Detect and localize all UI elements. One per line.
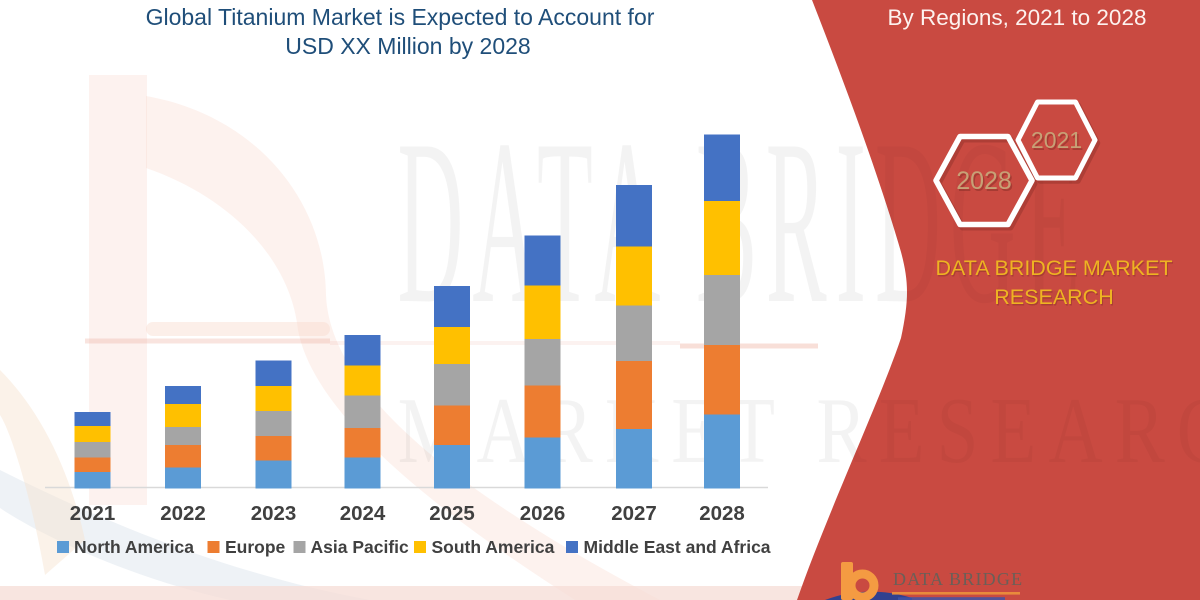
svg-text:2026: 2026 xyxy=(520,502,566,525)
svg-text:2028: 2028 xyxy=(958,169,1014,197)
svg-text:DATA BRIDGE MARKET: DATA BRIDGE MARKET xyxy=(936,256,1173,280)
svg-text:2022: 2022 xyxy=(160,502,206,525)
svg-text:By Regions, 2021 to 2028: By Regions, 2021 to 2028 xyxy=(888,5,1147,30)
svg-text:2021: 2021 xyxy=(1032,129,1083,155)
svg-text:Global Titanium Market is Expe: Global Titanium Market is Expected to Ac… xyxy=(146,4,655,30)
svg-text:2028: 2028 xyxy=(699,502,745,525)
svg-text:2021: 2021 xyxy=(70,502,116,525)
svg-text:Europe: Europe xyxy=(225,537,286,557)
svg-text:USD XX Million by 2028: USD XX Million by 2028 xyxy=(285,33,530,59)
svg-text:2028: 2028 xyxy=(956,167,1012,195)
svg-text:2027: 2027 xyxy=(611,502,657,525)
svg-text:DATA BRIDGE: DATA BRIDGE xyxy=(893,569,1023,589)
svg-text:2024: 2024 xyxy=(340,502,386,525)
svg-text:2021: 2021 xyxy=(1031,127,1082,153)
svg-text:2025: 2025 xyxy=(429,502,475,525)
svg-text:RESEARCH: RESEARCH xyxy=(994,285,1113,309)
svg-text:RESEARCH: RESEARCH xyxy=(995,287,1114,311)
svg-text:Asia Pacific: Asia Pacific xyxy=(311,537,410,557)
svg-text:2023: 2023 xyxy=(251,502,297,525)
svg-text:DATA BRIDGE MARKET: DATA BRIDGE MARKET xyxy=(937,258,1174,282)
svg-text:South America: South America xyxy=(432,537,555,557)
svg-text:North America: North America xyxy=(74,537,194,557)
svg-text:Middle East and Africa: Middle East and Africa xyxy=(584,537,771,557)
